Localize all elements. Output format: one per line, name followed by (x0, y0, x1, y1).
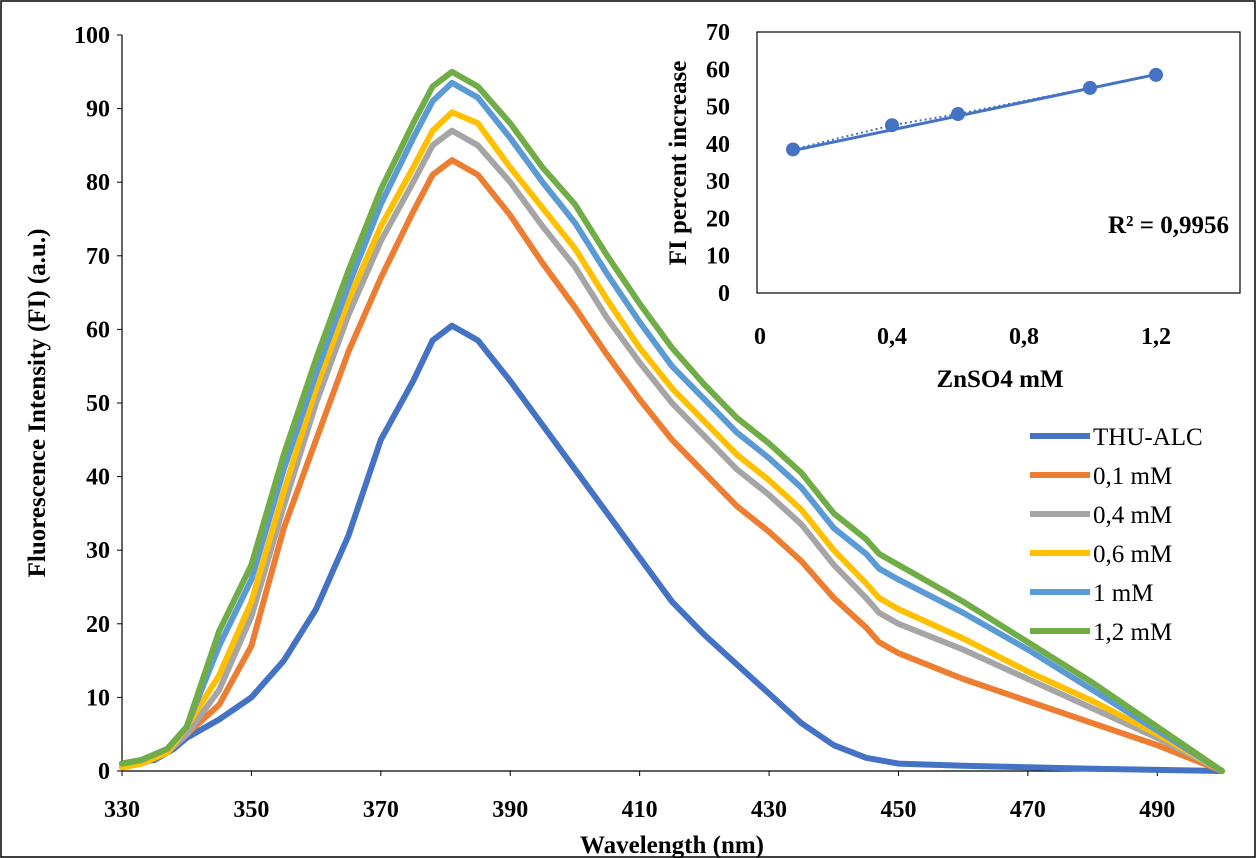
main-y-tick-label: 10 (86, 685, 110, 711)
inset-y-tick-label: 0 (718, 281, 730, 307)
legend-label-1: 0,1 mM (1093, 463, 1172, 490)
main-y-tick-label: 0 (98, 759, 110, 785)
inset-x-ticks: 0 0,4 0,8 1,2 (754, 324, 1171, 350)
main-x-axis-title: Wavelength (nm) (580, 832, 764, 858)
main-x-ticks: 330 350 370 390 410 430 450 470 490 (104, 771, 1175, 823)
inset-y-axis-title: FI percent increase (665, 61, 692, 266)
inset-frame (756, 31, 1241, 294)
main-y-tick-label: 20 (86, 612, 110, 638)
main-x-tick-label: 350 (233, 797, 269, 823)
main-x-tick-label: 370 (363, 797, 399, 823)
legend-label-5: 1,2 mM (1093, 619, 1172, 646)
main-x-tick-label: 330 (104, 797, 140, 823)
main-y-ticks: 0 10 20 30 40 50 60 70 80 90 100 (74, 23, 122, 785)
main-x-tick-label: 450 (880, 797, 916, 823)
inset-data-point-1 (885, 118, 899, 133)
inset-data-points (786, 67, 1163, 157)
series-line-4 (119, 79, 1225, 774)
inset-y-tick-label: 30 (706, 169, 730, 195)
main-y-tick-label: 60 (86, 317, 110, 343)
inset-x-tick-label: 0,4 (877, 324, 907, 350)
legend-label-0: THU-ALC (1093, 424, 1203, 451)
main-y-tick-label: 40 (86, 465, 110, 491)
inset-y-tick-label: 10 (706, 244, 730, 270)
inset-x-axis-title: ZnSO4 mM (936, 366, 1063, 393)
legend: THU-ALC 0,1 mM 0,4 mM 0,6 mM 1 mM 1,2 mM (1030, 424, 1203, 646)
legend-label-3: 0,6 mM (1093, 541, 1172, 568)
legend-label-2: 0,4 mM (1093, 502, 1172, 529)
inset-data-point-0 (786, 142, 800, 157)
main-x-tick-label: 390 (492, 797, 528, 823)
inset-data-point-3 (1083, 80, 1097, 95)
inset-y-ticks: 0 10 20 30 40 50 60 70 (706, 20, 730, 307)
main-y-tick-label: 90 (86, 97, 110, 123)
main-y-tick-label: 80 (86, 170, 110, 196)
series-line-2 (119, 127, 1225, 774)
legend-label-4: 1 mM (1093, 580, 1153, 607)
main-y-tick-label: 100 (74, 23, 110, 49)
main-x-tick-label: 410 (622, 797, 658, 823)
main-x-tick-label: 470 (1010, 797, 1046, 823)
series-line-1 (119, 157, 1225, 774)
main-y-axis-title: Fluorescence Intensity (FI) (a.u.) (24, 229, 51, 578)
series-line-3 (119, 109, 1225, 774)
inset-data-point-2 (951, 107, 965, 122)
inset-x-tick-label: 0,8 (1009, 324, 1039, 350)
main-y-tick-label: 70 (86, 244, 110, 270)
main-x-tick-label: 430 (751, 797, 787, 823)
inset-y-tick-label: 70 (706, 20, 730, 46)
inset-x-tick-label: 0 (754, 324, 766, 350)
main-y-tick-label: 30 (86, 538, 110, 564)
inset-y-tick-label: 40 (706, 132, 730, 158)
series-line-5 (119, 68, 1225, 774)
inset-y-tick-label: 50 (706, 95, 730, 121)
main-x-tick-label: 490 (1139, 797, 1175, 823)
main-y-tick-label: 50 (86, 391, 110, 417)
inset-x-tick-label: 1,2 (1141, 324, 1171, 350)
inset-y-tick-label: 20 (706, 206, 730, 232)
inset-data-point-4 (1149, 67, 1163, 82)
series-line-0 (119, 322, 1225, 774)
inset-connector-line (792, 73, 1157, 151)
main-series-lines (119, 68, 1225, 774)
inset-y-tick-label: 60 (706, 57, 730, 83)
inset-r2-annotation: R² = 0,9956 (1108, 212, 1229, 239)
